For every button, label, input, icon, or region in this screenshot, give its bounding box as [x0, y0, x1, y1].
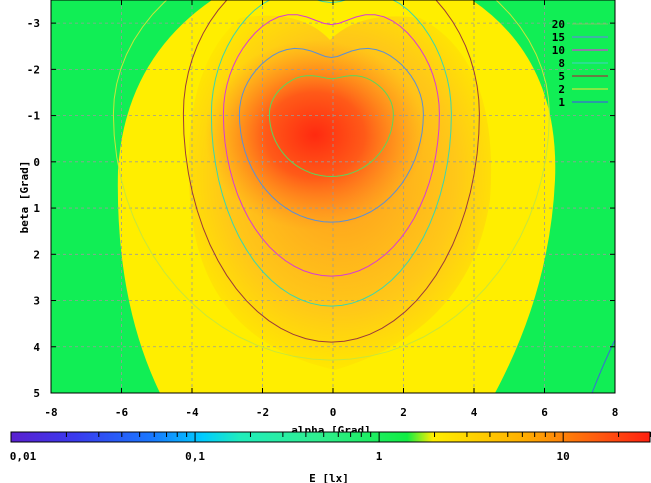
colorbar-title: E [lx] [309, 472, 349, 483]
colorbar-tick-label: 0,1 [185, 450, 205, 463]
hotspot-region [205, 40, 425, 230]
colorbar-tick-label: 10 [557, 450, 570, 463]
y-tick-label: -1 [27, 110, 41, 123]
legend-label: 10 [552, 44, 565, 57]
legend-label: 5 [558, 70, 565, 83]
colorbar-tick-label: 0,01 [10, 450, 37, 463]
x-tick-label: -4 [185, 406, 199, 419]
contour-5 [182, 0, 480, 343]
y-tick-label: -3 [27, 17, 40, 30]
y-tick-label: 0 [33, 156, 40, 169]
contour-10 [222, 14, 440, 277]
x-tick-label: -2 [256, 406, 269, 419]
x-tick-label: 4 [471, 406, 478, 419]
y-tick-label: 4 [33, 341, 40, 354]
contour-lines [112, 0, 615, 393]
y-tick-label: 2 [33, 248, 40, 261]
x-tick-label: -6 [115, 406, 129, 419]
colorbar-tick-label: 1 [376, 450, 383, 463]
x-tick-label: 0 [330, 406, 337, 419]
y-tick-label: 3 [33, 295, 40, 308]
y-tick-label: 1 [33, 202, 40, 215]
y-tick-label: 5 [33, 387, 40, 400]
contour-2 [112, 0, 550, 361]
x-tick-label: -8 [44, 406, 57, 419]
colorbar-ticks: 0,01 0,1 1 10 [10, 432, 651, 463]
x-tick-label: 6 [541, 406, 548, 419]
contour-20 [268, 75, 394, 178]
colorbar [10, 431, 651, 443]
legend-label: 1 [558, 96, 565, 109]
grid-lines [51, 0, 615, 393]
legend-label: 8 [558, 57, 565, 70]
y-axis-title: beta [Grad] [18, 161, 31, 234]
legend-label: 15 [552, 31, 565, 44]
x-tick-label: 2 [400, 406, 407, 419]
contour-1 [591, 339, 615, 393]
contour-8 [210, 0, 452, 307]
x-tick-label: 8 [612, 406, 619, 419]
legend-label: 20 [552, 18, 565, 31]
plot-area [51, 0, 615, 393]
colorbar-gradient [11, 432, 650, 442]
contour-15 [238, 47, 424, 223]
x-axis-ticks: -8 -6 -4 -2 0 2 4 6 8 [44, 0, 618, 419]
legend-label: 2 [558, 83, 565, 96]
y-tick-label: -2 [27, 63, 40, 76]
